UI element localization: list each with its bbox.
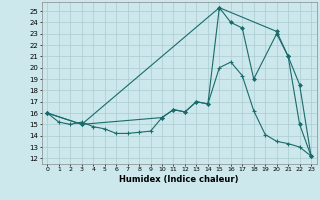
X-axis label: Humidex (Indice chaleur): Humidex (Indice chaleur) (119, 175, 239, 184)
